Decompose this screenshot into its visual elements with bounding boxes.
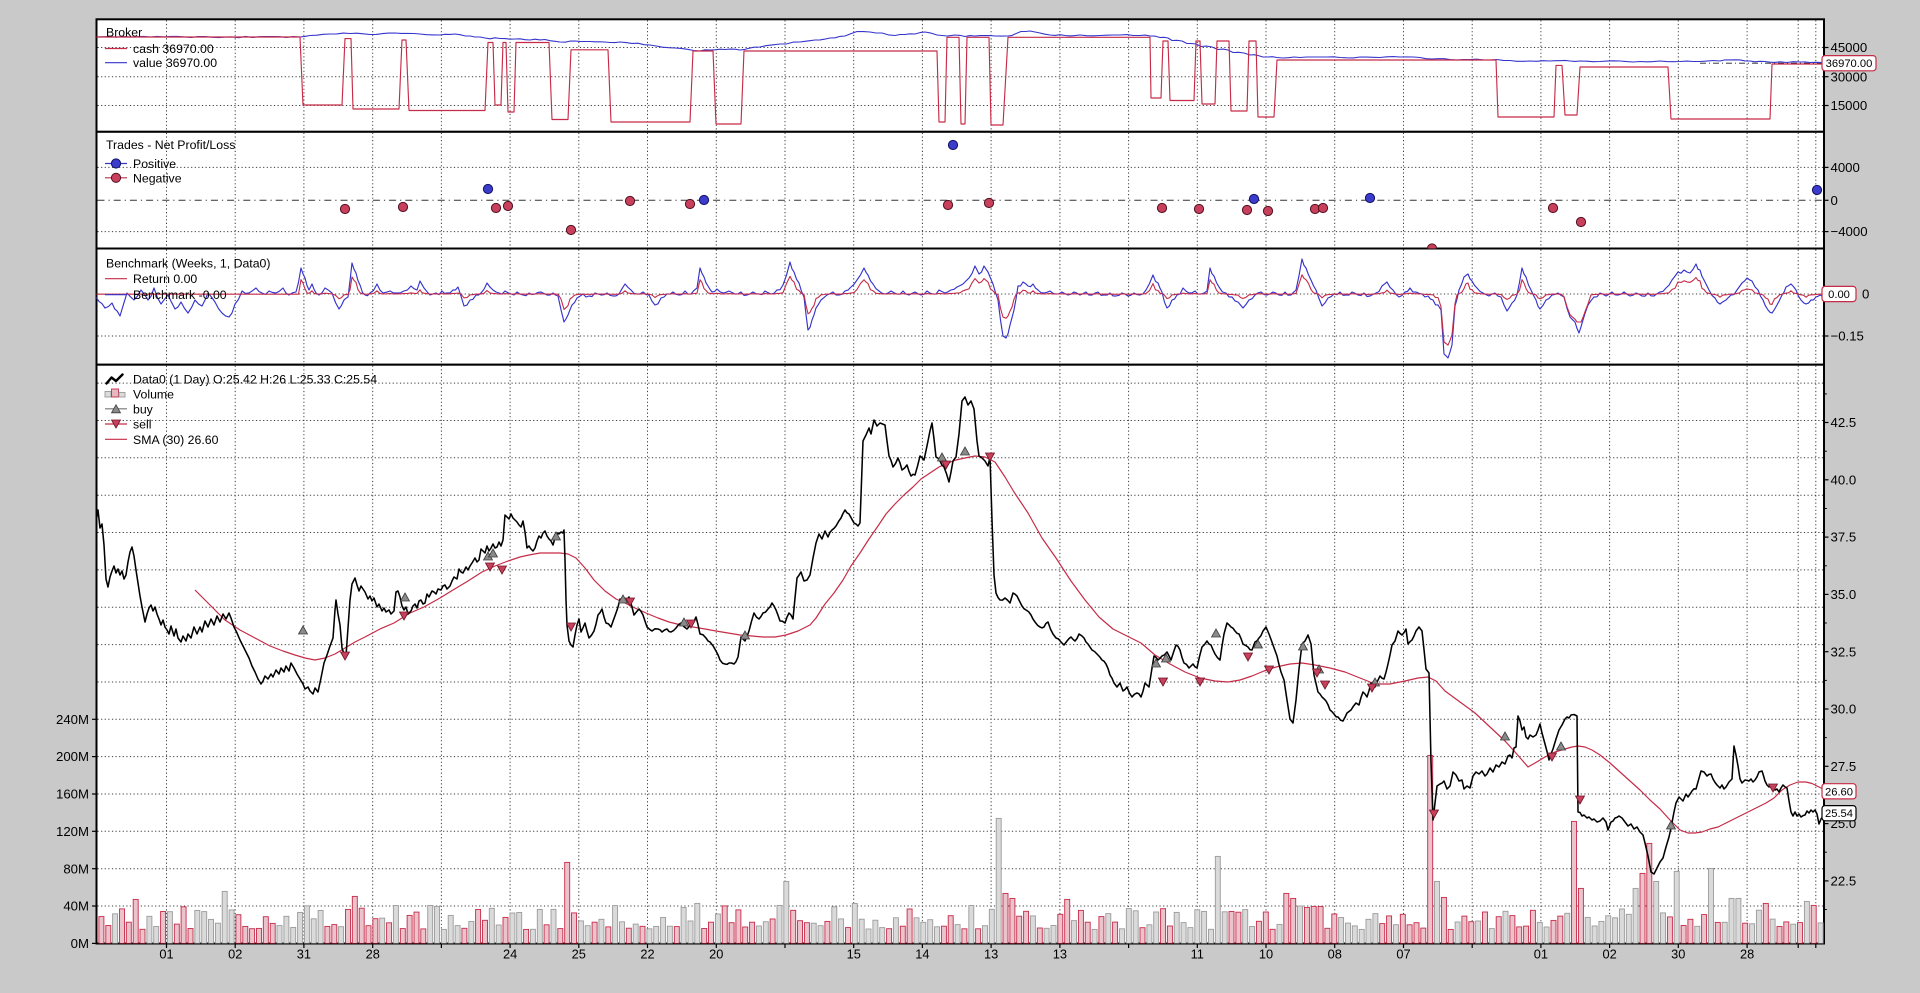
svg-text:0: 0 bbox=[1862, 287, 1869, 302]
svg-text:30000: 30000 bbox=[1831, 69, 1868, 84]
svg-text:25: 25 bbox=[572, 947, 586, 962]
svg-text:cash 36970.00: cash 36970.00 bbox=[133, 42, 214, 56]
svg-text:20: 20 bbox=[709, 947, 723, 962]
svg-text:sell: sell bbox=[133, 418, 151, 432]
svg-text:24: 24 bbox=[503, 947, 517, 962]
svg-text:13: 13 bbox=[1053, 947, 1067, 962]
svg-text:01: 01 bbox=[159, 947, 173, 962]
svg-text:200M: 200M bbox=[56, 749, 89, 764]
svg-text:45000: 45000 bbox=[1831, 40, 1868, 55]
svg-text:42.5: 42.5 bbox=[1831, 415, 1857, 430]
svg-text:40.0: 40.0 bbox=[1831, 472, 1857, 487]
svg-text:Data0 (1 Day) O:25.42 H:26 L:2: Data0 (1 Day) O:25.42 H:26 L:25.33 C:25.… bbox=[133, 373, 377, 387]
svg-text:10: 10 bbox=[1259, 947, 1273, 962]
svg-text:22.5: 22.5 bbox=[1831, 874, 1857, 889]
svg-text:26.60: 26.60 bbox=[1825, 786, 1853, 798]
svg-text:13: 13 bbox=[984, 947, 998, 962]
svg-text:37.5: 37.5 bbox=[1831, 530, 1857, 545]
svg-text:Volume: Volume bbox=[133, 388, 174, 402]
svg-text:15: 15 bbox=[847, 947, 861, 962]
svg-text:80M: 80M bbox=[63, 861, 89, 876]
svg-text:01: 01 bbox=[1534, 947, 1548, 962]
svg-text:02: 02 bbox=[1602, 947, 1616, 962]
svg-text:02: 02 bbox=[228, 947, 242, 962]
svg-text:31: 31 bbox=[297, 947, 311, 962]
svg-text:15000: 15000 bbox=[1831, 98, 1868, 113]
svg-text:SMA (30) 26.60: SMA (30) 26.60 bbox=[133, 433, 219, 447]
svg-text:Trades - Net Profit/Loss: Trades - Net Profit/Loss bbox=[106, 138, 235, 152]
svg-text:Benchmark (Weeks, 1, Data0): Benchmark (Weeks, 1, Data0) bbox=[106, 257, 270, 271]
svg-text:4000: 4000 bbox=[1831, 160, 1860, 175]
svg-text:−4000: −4000 bbox=[1831, 224, 1868, 239]
svg-text:11: 11 bbox=[1191, 947, 1204, 962]
svg-text:Positive: Positive bbox=[133, 157, 176, 171]
svg-text:120M: 120M bbox=[56, 824, 89, 839]
svg-text:25.54: 25.54 bbox=[1825, 808, 1853, 820]
svg-text:Return 0.00: Return 0.00 bbox=[133, 272, 197, 286]
svg-text:0M: 0M bbox=[71, 936, 89, 951]
svg-text:22: 22 bbox=[640, 947, 654, 962]
svg-text:27.5: 27.5 bbox=[1831, 759, 1857, 774]
svg-text:28: 28 bbox=[1740, 947, 1754, 962]
svg-text:30.0: 30.0 bbox=[1831, 702, 1857, 717]
svg-text:0: 0 bbox=[1831, 193, 1838, 208]
svg-text:160M: 160M bbox=[56, 787, 89, 802]
svg-text:Negative: Negative bbox=[133, 171, 182, 185]
svg-text:32.5: 32.5 bbox=[1831, 644, 1857, 659]
svg-text:Broker: Broker bbox=[106, 26, 142, 40]
svg-text:buy: buy bbox=[133, 402, 154, 416]
svg-text:30: 30 bbox=[1671, 947, 1685, 962]
svg-text:36970.00: 36970.00 bbox=[1826, 58, 1873, 70]
svg-text:40M: 40M bbox=[63, 899, 89, 914]
svg-text:−0.15: −0.15 bbox=[1831, 329, 1864, 344]
svg-text:07: 07 bbox=[1396, 947, 1410, 962]
svg-text:0.00: 0.00 bbox=[1828, 289, 1850, 301]
svg-text:08: 08 bbox=[1328, 947, 1342, 962]
svg-text:value 36970.00: value 36970.00 bbox=[133, 56, 217, 70]
svg-text:Benchmark -0.00: Benchmark -0.00 bbox=[133, 288, 227, 302]
svg-text:35.0: 35.0 bbox=[1831, 587, 1857, 602]
svg-text:240M: 240M bbox=[56, 712, 89, 727]
svg-text:14: 14 bbox=[915, 947, 929, 962]
svg-text:28: 28 bbox=[366, 947, 380, 962]
